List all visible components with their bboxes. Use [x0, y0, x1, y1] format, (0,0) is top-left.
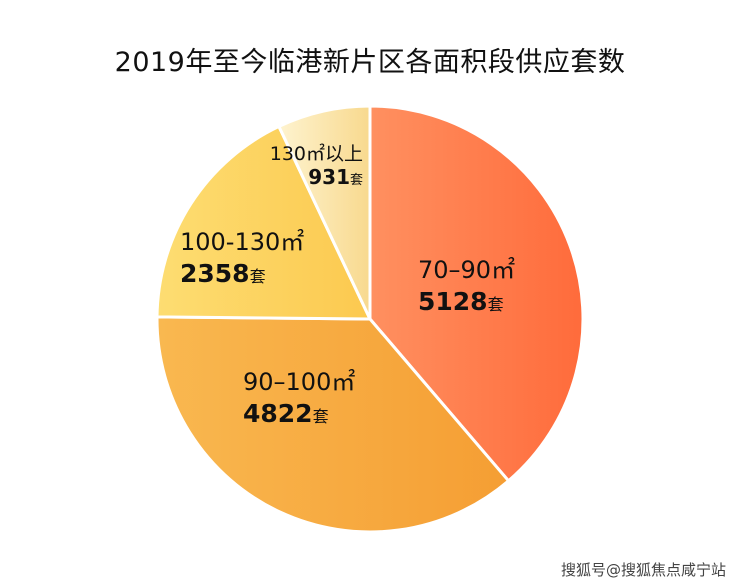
chart-title: 2019年至今临港新片区各面积段供应套数 [114, 47, 626, 78]
slice-label-0: 70–90㎡ 5128套 [418, 256, 515, 316]
pie-slice-1 [155, 315, 511, 534]
pie-slice-0 [368, 104, 585, 483]
pie-slice-3 [276, 104, 372, 320]
watermark: 搜狐号@搜狐焦点咸宁站 [560, 561, 726, 579]
pie-slice-2 [155, 124, 373, 321]
